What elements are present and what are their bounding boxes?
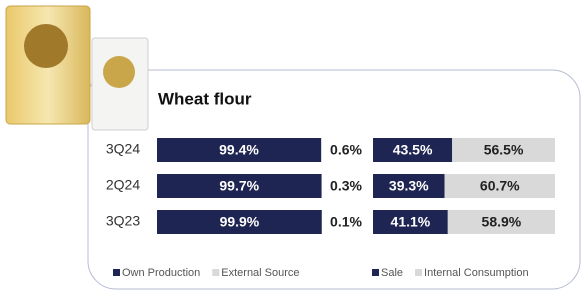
value-label: 99.9% <box>220 214 260 230</box>
product-images <box>6 6 148 130</box>
legend-swatch <box>113 269 120 276</box>
value-label: 60.7% <box>480 178 520 194</box>
legend-label: Internal Consumption <box>424 267 529 279</box>
row-label: 3Q23 <box>106 213 140 229</box>
row-label: 2Q24 <box>106 177 140 193</box>
chart-title: Wheat flour <box>158 89 252 108</box>
value-label: 0.6% <box>330 142 362 158</box>
value-label: 43.5% <box>393 142 433 158</box>
value-label: 99.4% <box>219 142 259 158</box>
bar-segment <box>321 138 322 162</box>
legend-swatch <box>372 269 379 276</box>
legend-label: External Source <box>221 267 299 279</box>
value-label: 0.1% <box>330 214 362 230</box>
value-label: 0.3% <box>330 178 362 194</box>
value-label: 41.1% <box>391 214 431 230</box>
bag-emblem <box>103 56 135 88</box>
bag-emblem <box>24 24 68 68</box>
row-label: 3Q24 <box>106 141 140 157</box>
legend-label: Own Production <box>122 267 200 279</box>
legend-label: Sale <box>381 267 403 279</box>
value-label: 58.9% <box>482 214 522 230</box>
value-label: 99.7% <box>219 178 259 194</box>
page: Wheat flour 3Q24 2Q24 3Q23 99.4% 0.6% 99.7% 0.… <box>0 0 588 293</box>
value-label: 39.3% <box>389 178 429 194</box>
legend-swatch <box>212 269 219 276</box>
charts: 3Q24 2Q24 3Q23 99.4% 0.6% 99.7% 0.3% 99.9% 0.1% O… <box>106 138 555 279</box>
value-label: 56.5% <box>484 142 524 158</box>
legend-swatch <box>415 269 422 276</box>
